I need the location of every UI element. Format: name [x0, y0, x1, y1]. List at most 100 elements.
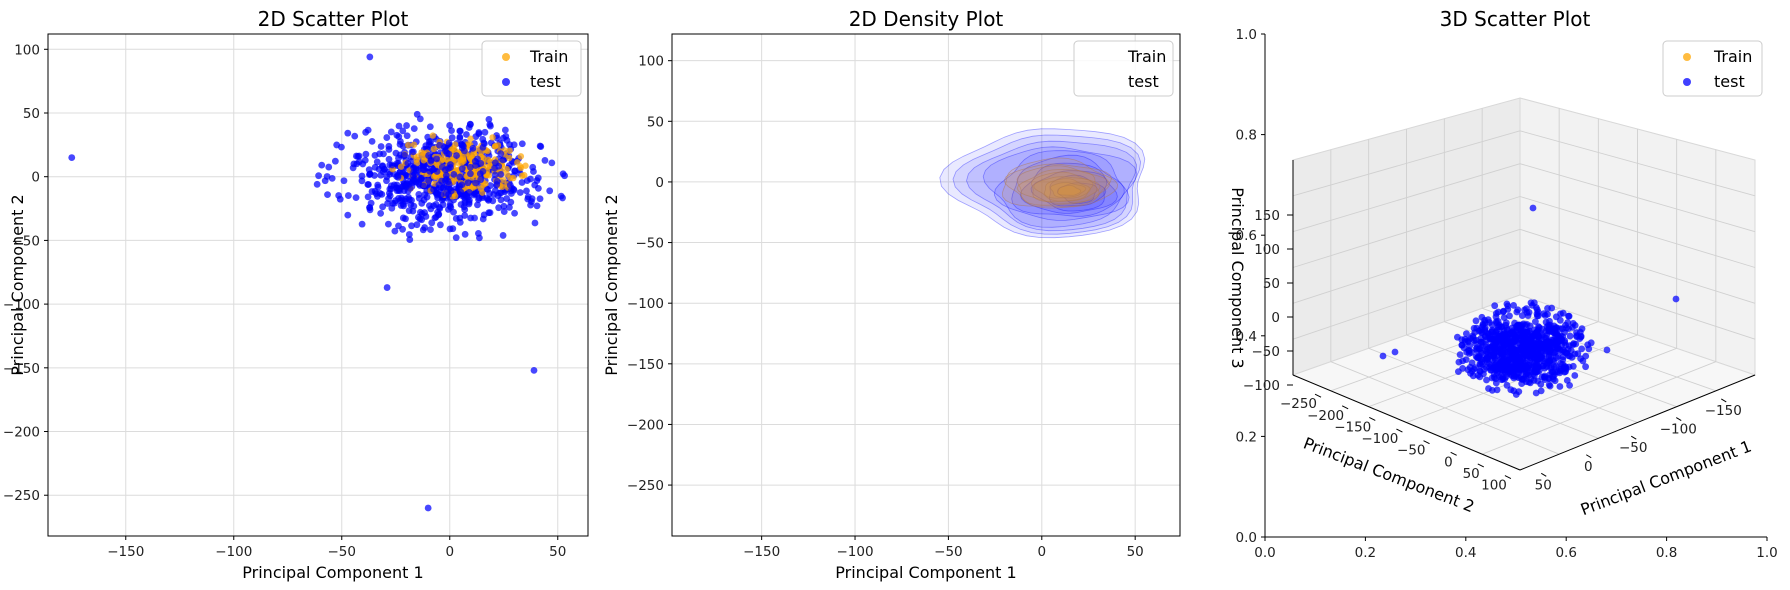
train-point — [510, 174, 517, 182]
test-point — [462, 131, 470, 138]
test-point-3d — [1556, 383, 1564, 390]
test-point-3d — [1510, 338, 1518, 346]
test-point-3d — [1455, 358, 1463, 366]
test-point-3d — [1548, 304, 1556, 312]
test-point-3d — [1507, 386, 1515, 394]
test-point — [546, 187, 554, 195]
test-point — [420, 182, 427, 190]
test-point — [479, 194, 486, 201]
test-point-3d — [1458, 341, 1466, 349]
scatter-2d-xtick-label: −100 — [215, 544, 252, 560]
test-point — [371, 172, 378, 179]
test-point — [385, 142, 393, 150]
test-point-3d — [1545, 326, 1553, 334]
x-axis-line — [1519, 374, 1756, 471]
test-point-3d — [1482, 341, 1490, 349]
test-point — [427, 138, 435, 145]
scatter-2d-xlabel: Principal Component 1 — [242, 563, 423, 582]
test-point — [510, 186, 518, 194]
test-point — [384, 220, 392, 228]
test-point — [331, 157, 339, 165]
test-point — [364, 126, 372, 134]
test-point — [385, 155, 393, 163]
test-point-3d — [1459, 365, 1466, 372]
y-tick-label: −200 — [1307, 408, 1344, 424]
test-point-3d — [1571, 322, 1579, 329]
test-point-3d — [1481, 365, 1488, 373]
test-point — [445, 139, 453, 147]
test-point — [491, 159, 499, 167]
test-point-3d — [1454, 333, 1461, 341]
density-2d-ytick-label: −200 — [627, 417, 664, 433]
density-2d-ytick-label: −50 — [636, 236, 665, 252]
test-point — [507, 198, 515, 206]
frame-ytick-label: 0.8 — [1236, 128, 1257, 144]
train-point — [430, 145, 438, 153]
test-point-3d — [1495, 373, 1503, 381]
test-point-3d — [1499, 337, 1506, 344]
test-point — [409, 176, 417, 184]
test-point — [450, 170, 458, 178]
test-point — [387, 128, 395, 136]
test-point — [409, 148, 417, 156]
test-point — [436, 221, 444, 229]
density-2d-ticks: −150 −100 −50 0 50 −250 −200 −150 −100 −50 0 50 100 — [627, 54, 1144, 560]
test-point-3d — [1477, 338, 1485, 346]
test-point-3d — [1535, 364, 1542, 371]
test-outlier-point-3d — [1672, 295, 1680, 303]
test-point — [355, 158, 363, 166]
test-point — [368, 137, 376, 145]
scatter-3d-box — [1291, 97, 1757, 471]
test-point — [383, 177, 390, 185]
train-point — [413, 156, 420, 163]
test-point — [379, 203, 387, 211]
test-point-3d — [1491, 302, 1499, 310]
train-point — [489, 134, 496, 141]
test-point — [523, 187, 530, 195]
test-point — [403, 132, 411, 140]
y-tick-label: 100 — [1481, 478, 1507, 494]
test-point-3d — [1484, 316, 1492, 324]
wall-grid-line — [1519, 130, 1756, 197]
test-point-3d — [1534, 377, 1541, 385]
test-point-3d — [1557, 310, 1564, 318]
test-point-3d — [1504, 305, 1512, 313]
test-point-3d — [1577, 332, 1585, 340]
y-tick-label: −150 — [1334, 419, 1371, 435]
y-tick-label: 0 — [1444, 454, 1453, 470]
test-point-3d — [1547, 364, 1555, 372]
test-point — [461, 230, 469, 238]
test-point — [446, 122, 454, 129]
test-point — [529, 163, 537, 171]
test-point — [516, 189, 524, 196]
test-point — [442, 147, 449, 155]
test-point — [387, 182, 395, 190]
test-point-3d — [1523, 305, 1530, 312]
test-point — [497, 150, 505, 158]
test-point-3d — [1470, 365, 1478, 373]
test-point-3d — [1483, 376, 1490, 384]
test-point — [485, 195, 493, 203]
test-density-contour — [982, 146, 1138, 228]
test-point — [541, 157, 549, 164]
density-2d-legend: Train test — [1073, 40, 1174, 97]
scatter-3d-points — [1379, 204, 1680, 398]
test-point-3d — [1553, 324, 1561, 332]
test-point-3d — [1468, 359, 1476, 367]
test-point — [441, 177, 449, 184]
test-point-3d — [1472, 317, 1480, 325]
frame-xtick-label: 0.6 — [1555, 545, 1576, 561]
density-2d-xtick-label: −50 — [934, 544, 963, 560]
test-point — [456, 134, 464, 142]
train-point — [517, 153, 525, 160]
test-point — [435, 181, 443, 189]
test-point — [561, 172, 568, 180]
test-point — [448, 134, 456, 142]
test-point-3d — [1533, 310, 1541, 318]
test-point — [377, 210, 385, 217]
frame-xtick-label: 1.0 — [1756, 545, 1777, 561]
test-point — [395, 122, 403, 130]
test-point — [324, 191, 331, 198]
test-point — [365, 166, 373, 174]
legend-marker-train — [1683, 53, 1691, 61]
